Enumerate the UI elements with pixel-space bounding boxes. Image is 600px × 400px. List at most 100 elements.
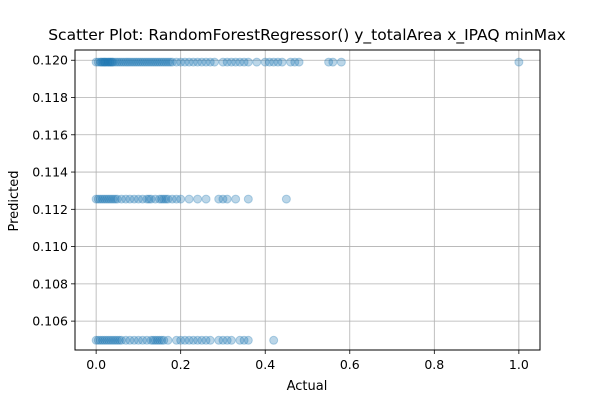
scatter-point — [136, 57, 146, 67]
scatter-point — [157, 194, 167, 204]
y-tick-label: 0.116 — [32, 127, 68, 142]
scatter-point — [324, 57, 334, 67]
scatter-point — [107, 57, 117, 67]
scatter-point — [157, 335, 167, 345]
scatter-point — [252, 57, 262, 67]
scatter-point — [117, 57, 126, 67]
scatter-point — [243, 335, 253, 345]
scatter-point — [142, 335, 152, 345]
y-tick-label: 0.112 — [32, 202, 68, 217]
y-tick-layer: 0.106 0.108 0.110 0.112 0.114 0.116 0.118 0.120 — [32, 53, 75, 329]
scatter-point — [144, 194, 154, 204]
scatter-point — [184, 335, 194, 345]
scatter-point — [108, 194, 118, 204]
scatter-point — [95, 194, 105, 204]
scatter-point — [148, 335, 158, 345]
plot-area-frame — [74, 49, 541, 351]
scatter-point — [112, 335, 122, 345]
y-tick-label: 0.110 — [32, 239, 68, 254]
scatter-point — [125, 335, 135, 345]
scatter-point — [193, 335, 203, 345]
y-tick-label: 0.118 — [32, 90, 68, 105]
scatter-point — [222, 194, 232, 204]
scatter-point — [112, 57, 122, 67]
scatter-point — [281, 194, 291, 204]
y-tick-label: 0.106 — [32, 314, 68, 329]
scatter-point — [165, 57, 175, 67]
scatter-point — [159, 335, 169, 345]
scatter-point — [121, 57, 131, 67]
scatter-point — [106, 57, 116, 67]
scatter-point — [142, 57, 152, 67]
scatter-point — [138, 194, 148, 204]
scatter-point — [100, 194, 110, 204]
scatter-point — [260, 57, 270, 67]
scatter-point — [197, 57, 207, 67]
scatter-point — [148, 57, 158, 67]
scatter-point — [133, 335, 143, 345]
scatter-point — [112, 194, 122, 204]
scatter-point — [97, 194, 107, 204]
scatter-point — [294, 57, 304, 67]
scatter-point — [290, 57, 300, 67]
scatter-point — [239, 335, 249, 345]
scatter-point — [336, 57, 346, 67]
x-tick-label: 0.8 — [424, 357, 444, 372]
scatter-point — [269, 335, 279, 345]
scatter-point — [121, 194, 131, 204]
y-tick-label: 0.114 — [32, 165, 68, 180]
scatter-point — [96, 57, 106, 67]
scatter-point — [117, 194, 126, 204]
scatter-point — [269, 57, 279, 67]
scatter-point — [117, 335, 126, 345]
scatter-point — [93, 194, 103, 204]
scatter-point — [114, 57, 124, 67]
scatter-point — [214, 335, 224, 345]
scatter-point — [193, 194, 203, 204]
scatter-point — [205, 57, 215, 67]
x-tick-label: 0.6 — [340, 357, 360, 372]
scatter-point — [100, 57, 110, 67]
scatter-point — [155, 335, 165, 345]
scatter-point — [129, 335, 139, 345]
scatter-point — [176, 57, 186, 67]
scatter-point — [201, 57, 211, 67]
scatter-point — [176, 194, 186, 204]
scatter-point — [129, 194, 139, 204]
scatter-point — [328, 57, 338, 67]
scatter-point — [222, 57, 232, 67]
scatter-point — [97, 335, 107, 345]
scatter-point — [133, 194, 143, 204]
x-tick-label: 1.0 — [509, 357, 529, 372]
y-tick-label: 0.108 — [32, 276, 68, 291]
scatter-point — [121, 335, 131, 345]
scatter-point — [102, 57, 112, 67]
scatter-point — [201, 194, 211, 204]
scatter-point — [231, 194, 241, 204]
y-tick-label: 0.120 — [32, 53, 68, 68]
scatter-point — [100, 57, 110, 67]
scatter-point — [106, 194, 116, 204]
scatter-point — [152, 335, 162, 345]
scatter-point — [105, 57, 115, 67]
scatter-point — [167, 194, 177, 204]
x-tick-label: 0.4 — [255, 357, 275, 372]
scatter-point — [95, 335, 105, 345]
scatter-point — [180, 335, 190, 345]
scatter-point — [273, 57, 283, 67]
scatter-point — [163, 335, 173, 345]
scatter-point — [144, 57, 154, 67]
scatter-point — [138, 335, 148, 345]
scatter-point — [119, 57, 129, 67]
scatter-point — [218, 194, 228, 204]
scatter-point — [110, 335, 120, 345]
scatter-point — [286, 57, 296, 67]
scatter-point — [104, 57, 114, 67]
scatter-point — [161, 194, 171, 204]
x-tick-layer: 0.0 0.2 0.4 0.6 0.8 1.0 — [86, 350, 529, 372]
scatter-point — [201, 335, 211, 345]
scatter-point — [142, 194, 152, 204]
scatter-point — [103, 57, 113, 67]
